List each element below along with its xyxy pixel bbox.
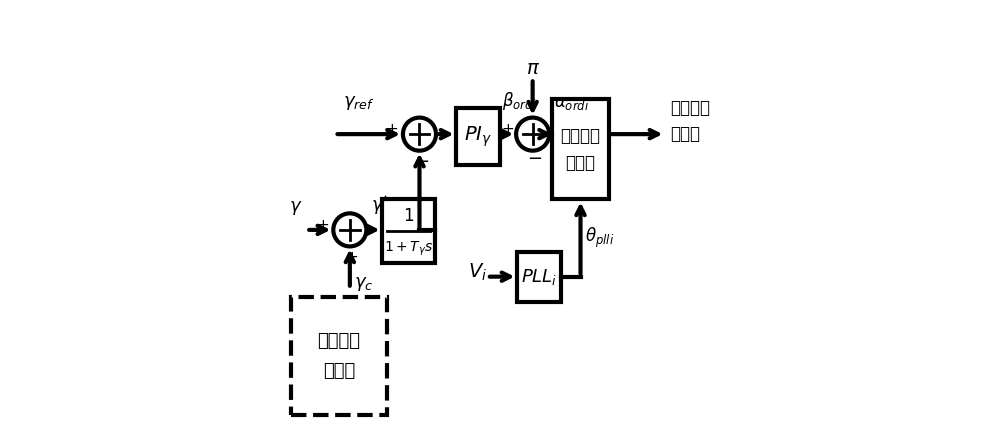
Text: 关断角补
偿控制: 关断角补 偿控制 <box>317 332 360 380</box>
Text: $\gamma_{ref}$: $\gamma_{ref}$ <box>343 94 374 113</box>
Text: $PI_{\gamma}$: $PI_{\gamma}$ <box>464 124 492 148</box>
Bar <box>291 297 387 415</box>
Text: +: + <box>346 250 358 265</box>
Bar <box>552 99 609 199</box>
Text: −: − <box>527 150 542 168</box>
Text: −: − <box>414 152 429 170</box>
Text: 逆变阀触
发脉冲: 逆变阀触 发脉冲 <box>670 99 710 143</box>
Text: $V_i$: $V_i$ <box>468 261 487 283</box>
Bar <box>382 199 435 262</box>
Text: +: + <box>316 218 329 233</box>
Text: +: + <box>501 122 514 137</box>
Text: $\gamma$: $\gamma$ <box>289 199 302 217</box>
Text: $\gamma'$: $\gamma'$ <box>371 194 388 217</box>
Text: $\pi$: $\pi$ <box>526 60 540 78</box>
Text: $\gamma_c$: $\gamma_c$ <box>354 275 374 293</box>
Text: $PLL_{i}$: $PLL_{i}$ <box>521 267 557 286</box>
Text: 触发脉冲
发生器: 触发脉冲 发生器 <box>561 127 601 172</box>
Bar <box>517 252 561 302</box>
Bar <box>456 108 500 165</box>
Text: $1+T_{\gamma}s$: $1+T_{\gamma}s$ <box>384 239 433 258</box>
Text: 1: 1 <box>403 207 414 225</box>
Text: $\alpha_{ordi}$: $\alpha_{ordi}$ <box>554 94 589 113</box>
Text: +: + <box>386 122 398 137</box>
Text: $\beta_{ordi}$: $\beta_{ordi}$ <box>502 90 537 113</box>
Text: $\theta_{plli}$: $\theta_{plli}$ <box>585 226 614 250</box>
